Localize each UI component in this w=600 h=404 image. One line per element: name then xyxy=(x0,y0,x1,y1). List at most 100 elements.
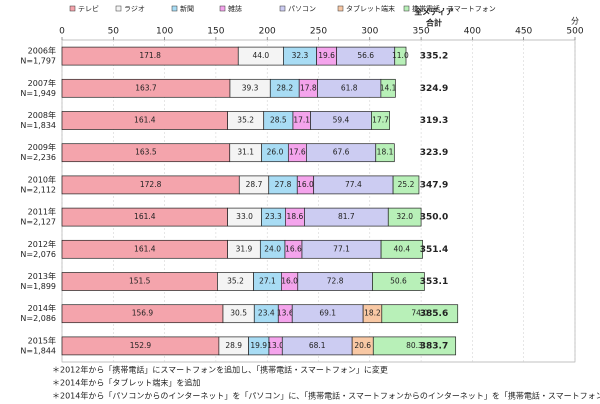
total-label: 323.9 xyxy=(420,148,448,158)
bar-segment xyxy=(380,78,396,98)
total-label: 324.9 xyxy=(420,84,448,94)
sample-size-label: N=2,086 xyxy=(20,314,56,323)
value-label: 30.5 xyxy=(230,309,247,318)
value-label: 68.1 xyxy=(309,341,326,350)
sample-size-label: N=2,112 xyxy=(20,185,56,194)
value-label: 80.3 xyxy=(406,341,423,350)
category-label: 2009年 xyxy=(28,142,56,152)
value-label: 25.2 xyxy=(398,180,415,189)
category-label: 2015年 xyxy=(28,335,56,345)
x-tick-label: 50 xyxy=(108,27,120,37)
footnote: ＊2012年から「携帯電話」にスマートフォンを追加し、「携帯電話・スマートフォン… xyxy=(52,365,388,375)
value-label: 50.6 xyxy=(390,277,407,286)
sample-size-label: N=1,899 xyxy=(20,282,56,291)
value-label: 17.6 xyxy=(289,148,306,157)
legend-label: ラジオ xyxy=(124,5,145,13)
x-tick-label: 300 xyxy=(361,27,378,37)
total-label: 335.2 xyxy=(420,52,448,62)
value-label: 18.2 xyxy=(364,309,381,318)
sample-size-label: N=2,127 xyxy=(20,218,56,227)
totals-title: 合計 xyxy=(425,18,442,28)
bar-segment xyxy=(375,143,395,163)
value-label: 17.1 xyxy=(293,116,310,125)
category-label: 2011年 xyxy=(28,207,56,217)
legend-swatch xyxy=(219,5,226,12)
category-label: 2010年 xyxy=(28,174,56,184)
total-label: 319.3 xyxy=(420,116,448,126)
legend-swatch xyxy=(171,5,178,12)
x-tick-label: 350 xyxy=(413,27,430,37)
footnote: ＊2014年から「パソコンからのインターネット」を「パソコン」に、「携帯電話・ス… xyxy=(52,391,600,401)
value-label: 39.3 xyxy=(242,83,259,92)
x-tick-label: 100 xyxy=(156,27,173,37)
category-label: 2014年 xyxy=(28,303,56,313)
value-label: 163.7 xyxy=(135,83,157,92)
sample-size-label: N=1,834 xyxy=(20,121,56,130)
value-label: 16.0 xyxy=(297,180,314,189)
value-label: 11.0 xyxy=(392,51,409,60)
category-label: 2008年 xyxy=(28,110,56,120)
sample-size-label: N=1,949 xyxy=(20,89,56,98)
value-label: 23.4 xyxy=(258,309,275,318)
value-label: 24.0 xyxy=(264,244,281,253)
value-label: 18.6 xyxy=(287,212,304,221)
bar-segment xyxy=(372,336,457,356)
value-label: 161.4 xyxy=(134,116,156,125)
bar-segment xyxy=(387,207,422,227)
total-label: 347.9 xyxy=(420,180,448,190)
x-tick-label: 450 xyxy=(515,27,532,37)
total-label: 350.0 xyxy=(420,213,448,223)
bar-segment xyxy=(394,46,407,66)
value-label: 35.2 xyxy=(227,277,244,286)
value-label: 20.6 xyxy=(354,341,371,350)
legend-label: 雑誌 xyxy=(228,4,242,13)
value-label: 19.9 xyxy=(250,341,267,350)
category-label: 2013年 xyxy=(28,271,56,281)
value-label: 26.0 xyxy=(267,148,284,157)
legend-swatch xyxy=(403,5,410,12)
value-label: 18.1 xyxy=(377,148,394,157)
value-label: 27.8 xyxy=(275,180,292,189)
unit-label: 分 xyxy=(571,17,579,26)
value-label: 32.3 xyxy=(292,51,309,60)
value-label: 77.1 xyxy=(333,244,350,253)
value-label: 28.9 xyxy=(225,341,242,350)
value-label: 161.4 xyxy=(134,212,156,221)
legend-label: 新聞 xyxy=(180,4,194,13)
value-label: 72.8 xyxy=(327,277,344,286)
value-label: 17.8 xyxy=(300,83,317,92)
sample-size-label: N=2,076 xyxy=(20,250,56,259)
value-label: 16.6 xyxy=(285,244,302,253)
footnote: ＊2014年から「タブレット端末」を追加 xyxy=(52,378,200,388)
total-label: 351.4 xyxy=(420,245,448,255)
x-tick-label: 400 xyxy=(464,27,481,37)
value-label: 35.2 xyxy=(237,116,254,125)
bar-segment xyxy=(381,304,459,324)
sample-size-label: N=1,797 xyxy=(20,57,56,66)
value-label: 13.0 xyxy=(267,341,284,350)
value-label: 67.6 xyxy=(333,148,350,157)
bar-segment xyxy=(380,239,423,259)
value-label: 31.9 xyxy=(236,244,253,253)
legend-label: タブレット端末 xyxy=(346,4,395,13)
value-label: 69.1 xyxy=(319,309,336,318)
category-label: 2012年 xyxy=(28,239,56,249)
x-tick-label: 150 xyxy=(207,27,224,37)
bar-segment xyxy=(372,272,425,291)
legend-swatch xyxy=(69,5,76,12)
value-label: 44.0 xyxy=(252,51,269,60)
value-label: 152.9 xyxy=(130,341,152,350)
value-label: 40.4 xyxy=(393,244,410,253)
value-label: 17.7 xyxy=(372,116,389,125)
value-label: 28.5 xyxy=(270,116,287,125)
legend-swatch xyxy=(337,5,344,12)
value-label: 156.9 xyxy=(132,309,154,318)
value-label: 56.6 xyxy=(357,51,374,60)
value-label: 161.4 xyxy=(134,244,156,253)
value-label: 13.6 xyxy=(277,309,294,318)
x-tick-label: 250 xyxy=(310,27,327,37)
value-label: 28.2 xyxy=(276,83,293,92)
total-label: 353.1 xyxy=(420,277,448,287)
x-tick-label: 500 xyxy=(566,27,583,37)
